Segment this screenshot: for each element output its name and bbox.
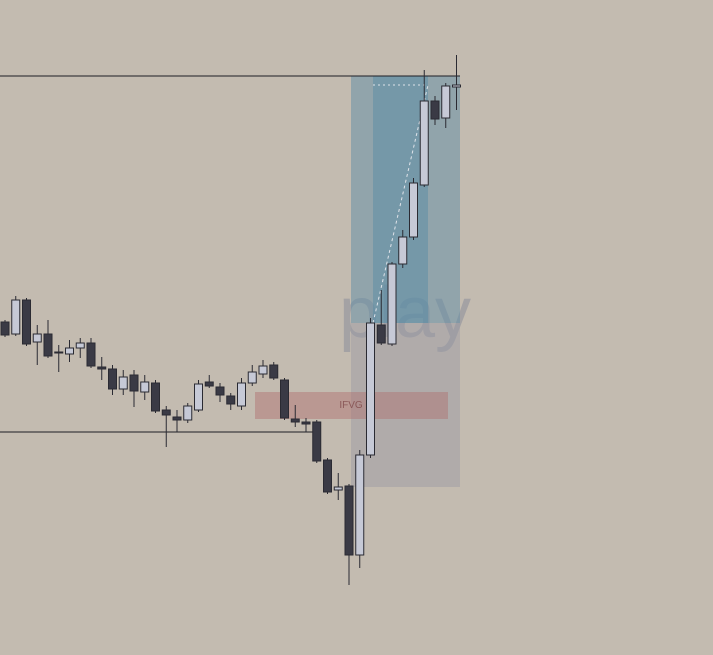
- candle-body-bear: [43, 333, 53, 357]
- trade-path: [372, 84, 429, 324]
- candle-body-bear: [97, 366, 107, 370]
- candle-body-bear: [0, 321, 10, 336]
- candle-body-bear: [108, 368, 117, 390]
- candle-body-bear: [290, 418, 300, 423]
- candle-body-bear: [344, 485, 354, 556]
- candle-body-bear: [376, 324, 386, 344]
- candle-body-bull: [398, 236, 408, 265]
- candle-body-bull: [65, 347, 74, 355]
- candle-body-bear: [22, 299, 31, 345]
- fvg-label: IFVG: [339, 400, 363, 411]
- candle-body-bear: [151, 382, 160, 412]
- candle-body-bear: [312, 421, 322, 462]
- candle-body-bear: [172, 416, 182, 421]
- candle-body-bear: [226, 395, 236, 405]
- candle-body-bear: [430, 100, 440, 120]
- candle-body-bull: [441, 85, 451, 119]
- candle-body-bull: [452, 84, 461, 88]
- candle-body-bear: [204, 381, 214, 387]
- candle-body-bull: [75, 342, 85, 349]
- candle-body-bear: [129, 374, 139, 392]
- candle-body-bull: [237, 382, 246, 407]
- candle-body-bear: [323, 459, 332, 493]
- candle-body-bear: [269, 364, 279, 379]
- candle-body-bear: [161, 409, 171, 416]
- candle-body-bull: [333, 486, 343, 491]
- candle-body-bull: [387, 263, 397, 345]
- candle-body-bull: [258, 365, 268, 375]
- candle-body-bull: [247, 371, 257, 384]
- candle-body-bear: [301, 421, 311, 425]
- candle-body-bull: [118, 376, 128, 390]
- candle-body-bull: [183, 405, 193, 421]
- candle-body-bull: [32, 333, 42, 343]
- candle-body-bull: [419, 100, 429, 186]
- candle-body-bull: [355, 454, 365, 556]
- candle-body-bull: [409, 182, 418, 238]
- candle-body-bear: [86, 342, 96, 367]
- candle-body-bull: [366, 322, 375, 456]
- candle-body-bull: [194, 383, 203, 411]
- candle-body-bear: [280, 379, 289, 419]
- candle-body-bull: [11, 299, 21, 335]
- candle-body-bull: [140, 381, 150, 393]
- candle-body-bear: [215, 386, 225, 396]
- candle-body-bear: [54, 351, 64, 354]
